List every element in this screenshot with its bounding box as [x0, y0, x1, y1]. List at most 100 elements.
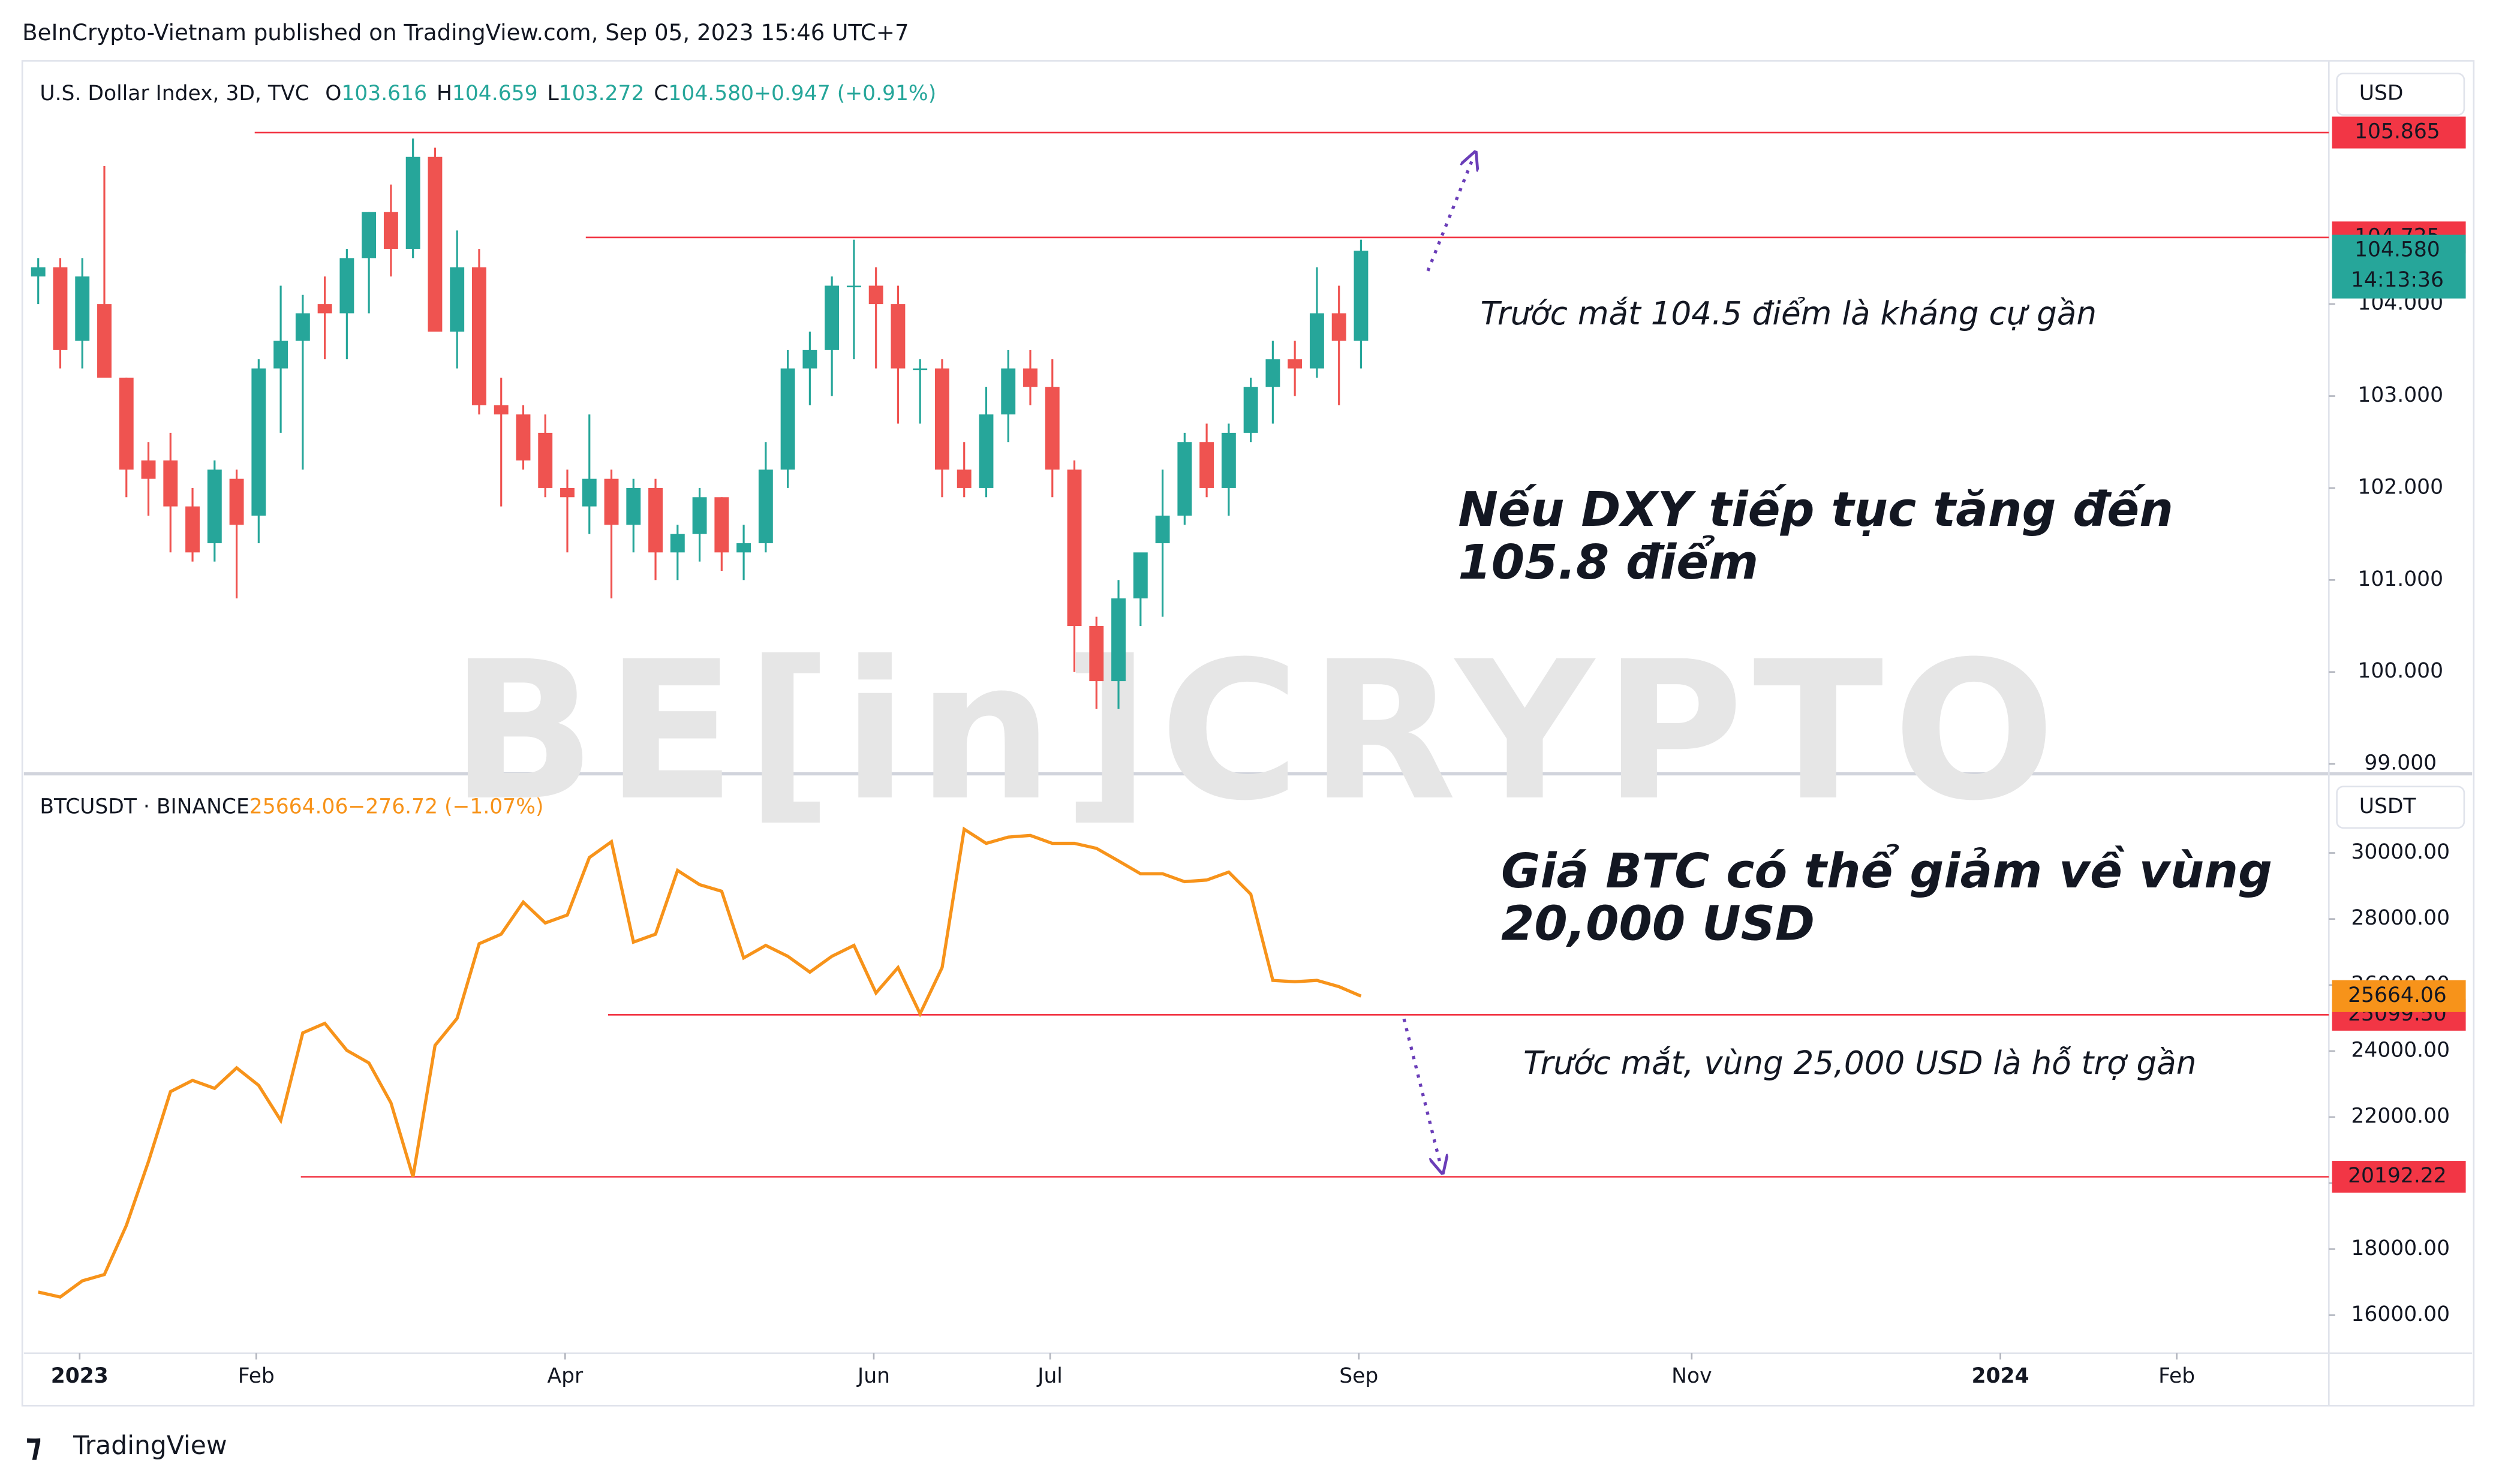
candle-body: [229, 478, 244, 525]
x-tick-label: Apr: [547, 1364, 584, 1388]
x-tick-label: Sep: [1339, 1364, 1378, 1388]
legend: U.S. Dollar Index, 3D, TVC O103.616 H104.6…: [40, 82, 936, 106]
candle-body: [1199, 442, 1214, 488]
candle-body: [383, 212, 398, 249]
y-tick-label: 99.000: [2364, 751, 2437, 775]
candle-body: [1133, 552, 1148, 599]
candle-body: [626, 487, 641, 525]
candle-body: [913, 368, 928, 371]
candle-body: [758, 469, 773, 543]
currency: USD: [2359, 82, 2404, 106]
price-label: 20192.22: [2348, 1164, 2447, 1188]
candle-body: [295, 313, 310, 341]
annotation: 105.8 điểm: [1458, 534, 1758, 590]
footer-logo: ⁊: [25, 1426, 41, 1464]
candle-body: [450, 267, 465, 332]
candle-body: [472, 267, 486, 405]
candle-body: [494, 405, 509, 415]
candle-body: [1023, 368, 1038, 387]
candle-body: [891, 304, 906, 369]
candle-body: [1089, 626, 1104, 682]
x-tick-label: Jul: [1036, 1364, 1063, 1388]
annotation: Trước mắt, vùng 25,000 USD là hỗ trợ gần: [1523, 1044, 2196, 1082]
legend-key: H: [437, 82, 452, 106]
candle-body: [516, 414, 531, 460]
y-tick-label: 30000.00: [2351, 840, 2450, 864]
legend-value: 103.272: [559, 82, 645, 106]
candle-body: [979, 414, 994, 488]
countdown: 14:13:36: [2351, 268, 2444, 292]
candle-body: [714, 497, 729, 553]
candle-body: [163, 460, 178, 507]
candle-body: [780, 368, 795, 470]
y-tick-label: 18000.00: [2351, 1236, 2450, 1260]
arrow-down: [1402, 1018, 1441, 1165]
candle-body: [405, 156, 420, 249]
x-tick-label: 2023: [51, 1364, 109, 1388]
candle-body: [141, 460, 156, 479]
header: BeInCrypto-Vietnam published on TradingV…: [22, 20, 909, 46]
candle-body: [1045, 387, 1060, 470]
y-tick-label: 24000.00: [2351, 1038, 2450, 1062]
legend-key: O: [325, 82, 341, 106]
candle-body: [1243, 387, 1258, 433]
candle-body: [935, 368, 949, 470]
legend: BTCUSDT · BINANCE25664.06−276.72 (−1.07%…: [40, 794, 543, 818]
candle-body: [119, 377, 134, 470]
candle-body: [317, 304, 332, 314]
candle-body: [604, 478, 619, 525]
candle-body: [736, 543, 751, 553]
candle-body: [868, 285, 883, 305]
candle-body: [670, 534, 685, 553]
legend-value: 104.659: [452, 82, 538, 106]
legend-value: 104.580: [668, 82, 754, 106]
candle-body: [648, 487, 663, 553]
candle-body: [428, 156, 443, 332]
currency-box: [2336, 73, 2465, 116]
candle-body: [31, 267, 46, 277]
candle-body: [53, 267, 68, 350]
y-tick-label: 102.000: [2357, 475, 2443, 499]
price-label-box: [2332, 1161, 2466, 1193]
x-tick-label: Feb: [238, 1364, 275, 1388]
candle-body: [273, 341, 288, 369]
legend-key: C: [654, 82, 668, 106]
y-tick-label: 100.000: [2357, 659, 2443, 683]
price-label: 105.865: [2354, 120, 2440, 144]
candle-body: [560, 487, 575, 498]
candle-body: [207, 469, 222, 543]
annotation: Nếu DXY tiếp tục tăng đến: [1458, 481, 2173, 537]
currency: USDT: [2359, 794, 2417, 818]
y-tick-label: 16000.00: [2351, 1302, 2450, 1326]
candle-body: [825, 285, 840, 350]
price-line: [38, 826, 1362, 1299]
frame: [21, 60, 2475, 1407]
legend-value: +0.947 (+0.91%): [754, 82, 936, 106]
last-price: 104.580: [2354, 238, 2440, 262]
y-tick-label: 101.000: [2357, 567, 2443, 591]
footer: TradingView: [73, 1431, 227, 1461]
candle-body: [185, 506, 200, 553]
candle-body: [339, 258, 354, 314]
candle-body: [251, 368, 266, 516]
legend-title: BTCUSDT · BINANCE: [40, 794, 249, 818]
x-tick-label: Nov: [1671, 1364, 1712, 1388]
candle-body: [1155, 515, 1170, 543]
y-tick-label: 28000.00: [2351, 906, 2450, 930]
candle-body: [1309, 313, 1324, 369]
candle-body: [538, 432, 553, 488]
last-price-box: [2332, 234, 2466, 299]
candle-body: [1001, 368, 1016, 415]
candle-body: [957, 469, 972, 488]
candle-body: [362, 212, 377, 258]
currency-box: [2336, 785, 2465, 829]
arrow-up: [1426, 159, 1472, 272]
last-price-box: [2332, 980, 2466, 1012]
candle-body: [692, 497, 707, 534]
price-label-box: [2332, 116, 2466, 149]
annotation: 20,000 USD: [1501, 895, 1815, 951]
x-tick-label: Feb: [2158, 1364, 2195, 1388]
x-tick-label: 2024: [1972, 1364, 2029, 1388]
candle-body: [846, 285, 861, 288]
